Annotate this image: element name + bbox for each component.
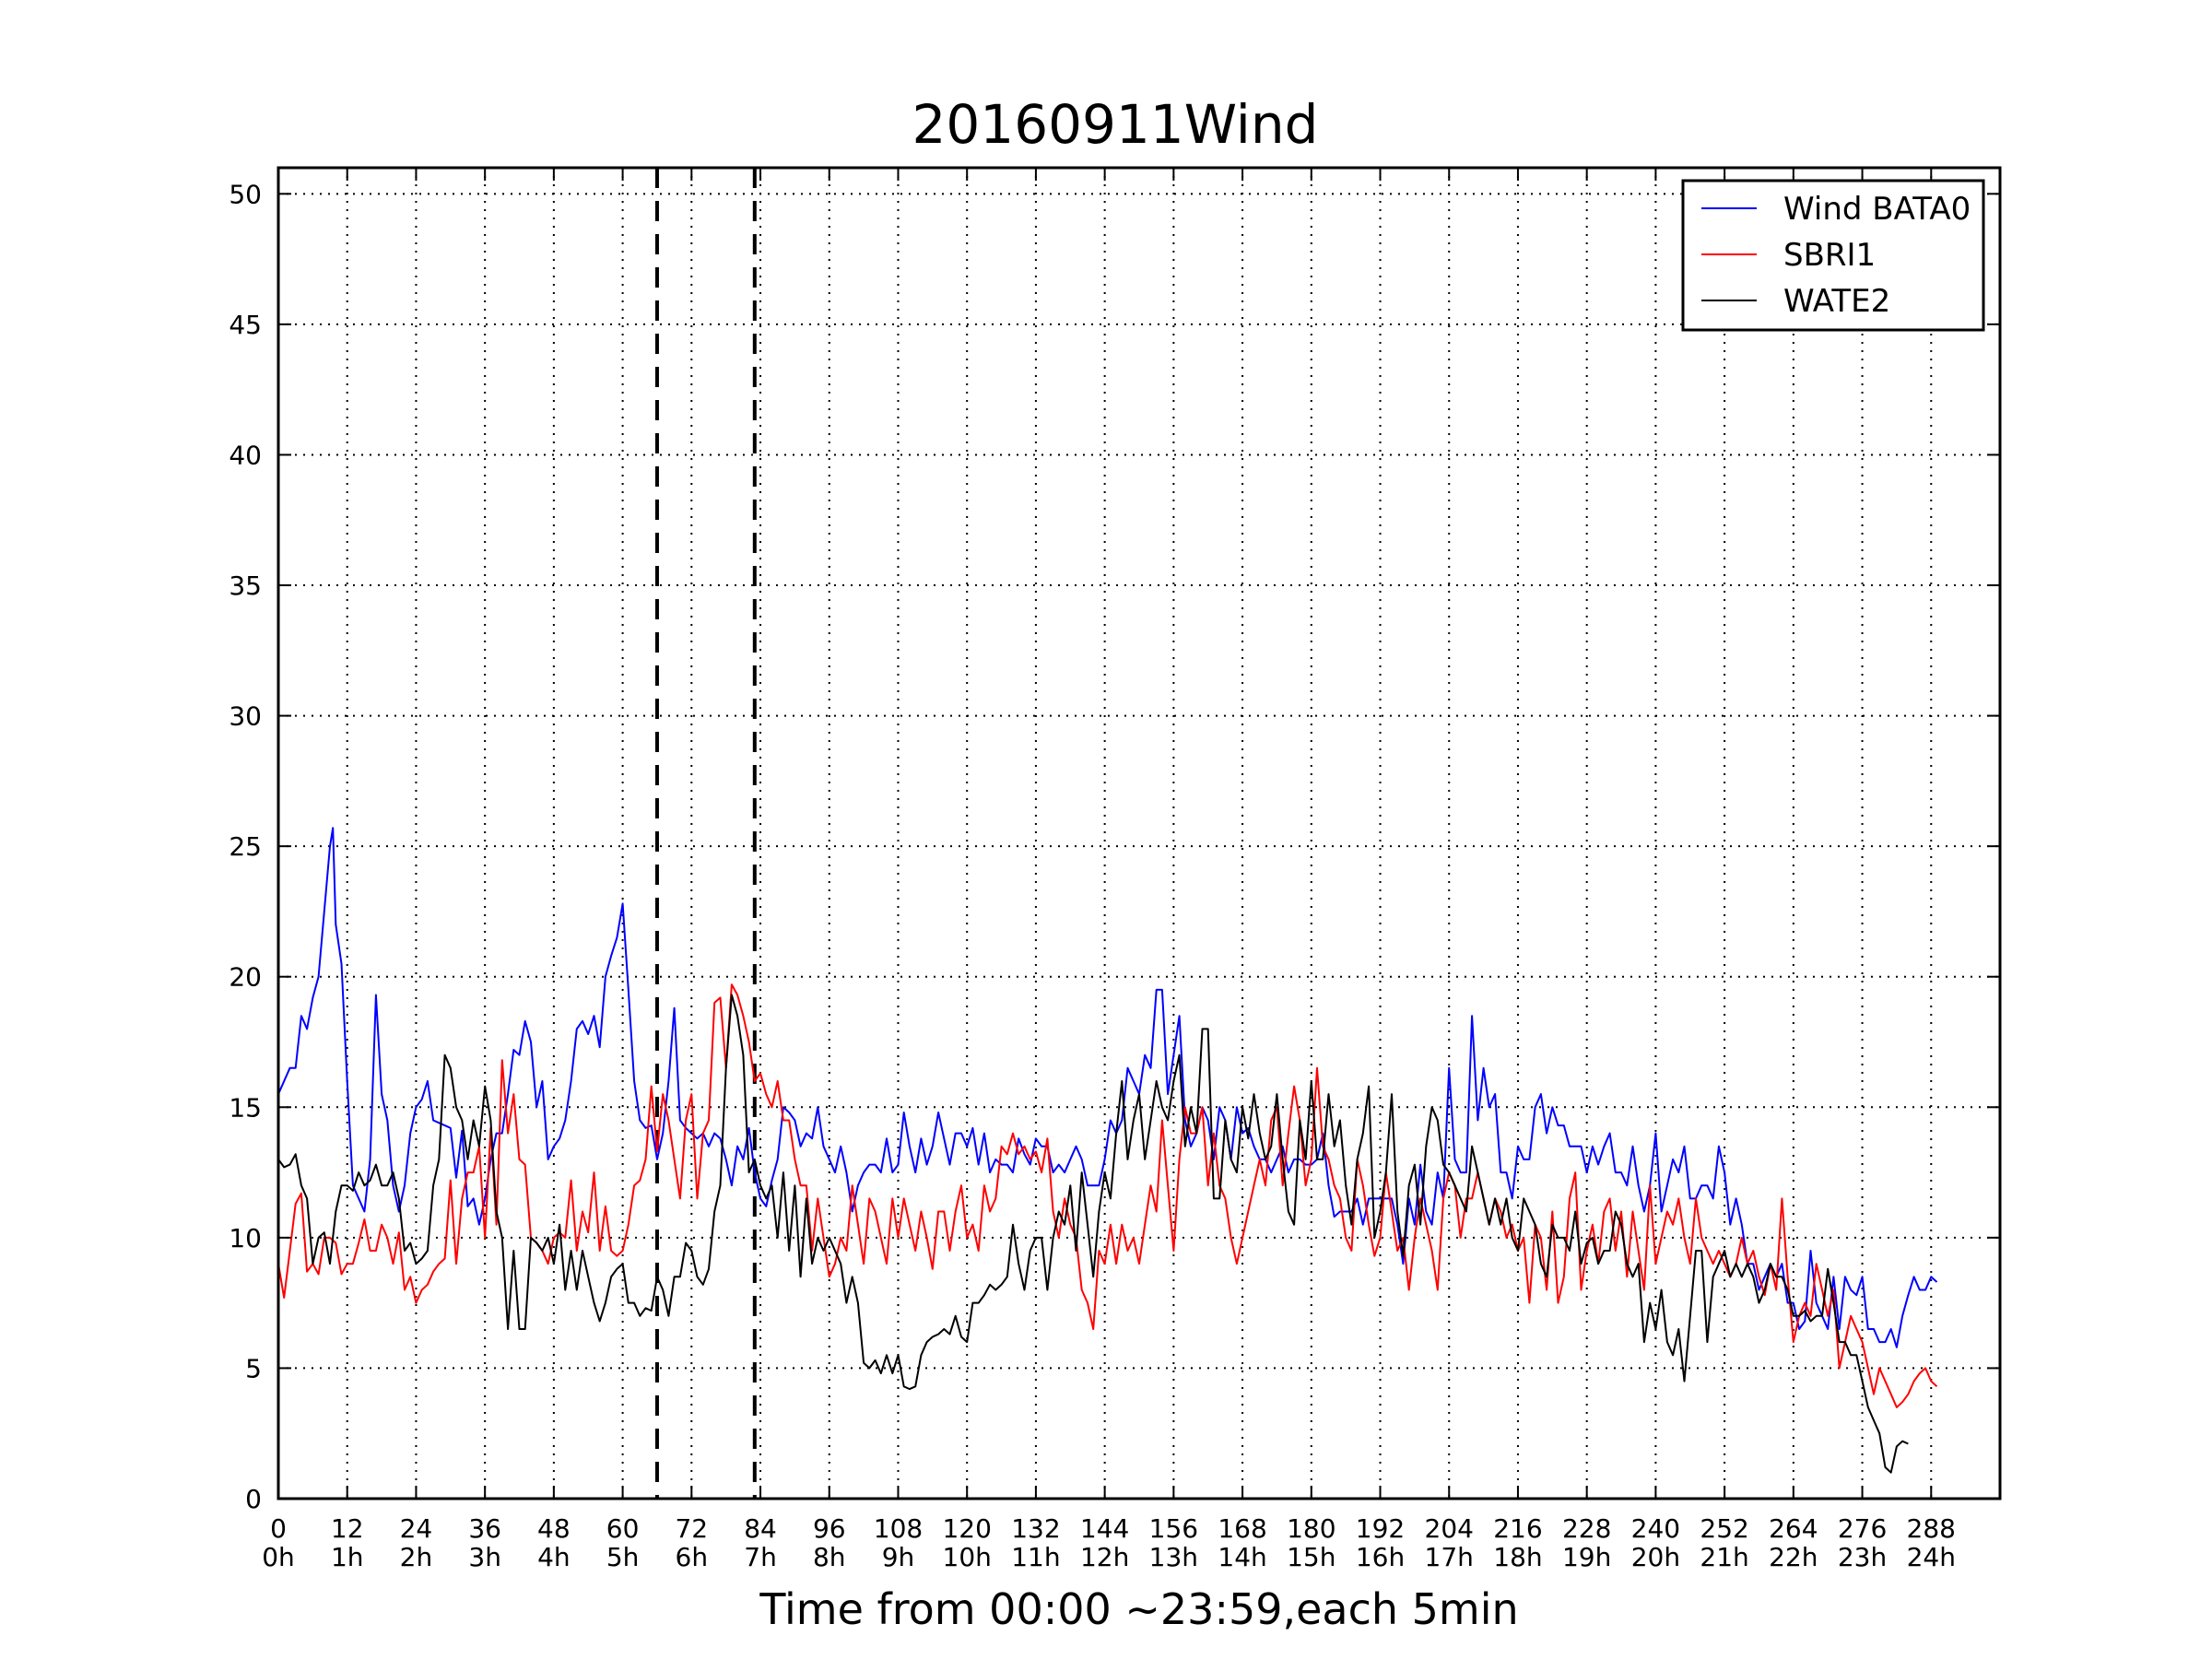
y-tick-label-10: 10 (229, 1223, 262, 1253)
y-tick-label-40: 40 (229, 440, 262, 470)
x-tick-label-156: 156 (1149, 1513, 1198, 1544)
y-tick-label-45: 45 (229, 310, 262, 340)
series-lines (278, 827, 1938, 1474)
x-tick-hour-label-96: 8h (813, 1542, 846, 1572)
x-tick-label-144: 144 (1080, 1513, 1129, 1544)
x-tick-label-204: 204 (1425, 1513, 1474, 1544)
legend-label-1: SBRI1 (1783, 237, 1876, 274)
x-tick-hour-label-192: 16h (1356, 1542, 1405, 1572)
plot-area-frame (276, 166, 2002, 1500)
y-tick-label-0: 0 (245, 1484, 262, 1514)
x-axis-label: Time from 00:00 ~23:59,each 5min (759, 1584, 1518, 1634)
legend-label-0: Wind BATA0 (1783, 191, 1971, 228)
x-tick-label-120: 120 (942, 1513, 991, 1544)
x-tick-label-216: 216 (1493, 1513, 1542, 1544)
series-line-0 (278, 827, 1938, 1348)
x-tick-label-288: 288 (1907, 1513, 1956, 1544)
y-tick-label-30: 30 (229, 701, 262, 732)
x-tick-hour-label-12: 1h (331, 1542, 364, 1572)
grid-lines (278, 168, 2000, 1499)
x-tick-label-240: 240 (1631, 1513, 1680, 1544)
x-tick-hour-label-228: 19h (1562, 1542, 1611, 1572)
x-tick-hour-label-36: 3h (468, 1542, 501, 1572)
x-tick-hour-label-288: 24h (1907, 1542, 1956, 1572)
x-tick-label-132: 132 (1011, 1513, 1060, 1544)
x-tick-label-276: 276 (1838, 1513, 1887, 1544)
x-tick-label-84: 84 (744, 1513, 777, 1544)
x-tick-hour-label-120: 10h (943, 1542, 992, 1572)
y-tick-label-5: 5 (245, 1353, 262, 1383)
x-tick-hour-label-24: 2h (400, 1542, 433, 1572)
x-tick-hour-label-156: 13h (1149, 1542, 1198, 1572)
x-tick-hour-label-180: 15h (1287, 1542, 1335, 1572)
x-tick-label-24: 24 (400, 1513, 433, 1544)
y-tick-label-15: 15 (229, 1092, 262, 1123)
y-tick-label-25: 25 (229, 831, 262, 862)
x-tick-hour-label-240: 20h (1631, 1542, 1680, 1572)
x-tick-hour-label-264: 22h (1769, 1542, 1818, 1572)
x-tick-hour-label-0: 0h (262, 1542, 295, 1572)
x-tick-label-228: 228 (1562, 1513, 1611, 1544)
x-tick-hour-label-72: 6h (676, 1542, 709, 1572)
x-tick-label-72: 72 (675, 1513, 708, 1544)
x-tick-hour-label-132: 11h (1011, 1542, 1060, 1572)
y-tick-label-35: 35 (229, 571, 262, 601)
x-tick-hour-label-276: 23h (1838, 1542, 1887, 1572)
chart-title: 20160911Wind (912, 93, 1319, 156)
x-tick-hour-label-168: 14h (1218, 1542, 1266, 1572)
x-tick-hour-label-252: 21h (1700, 1542, 1748, 1572)
legend-label-2: WATE2 (1783, 283, 1890, 320)
x-tick-hour-label-216: 18h (1493, 1542, 1542, 1572)
x-tick-label-60: 60 (606, 1513, 640, 1544)
x-tick-hour-label-204: 17h (1425, 1542, 1474, 1572)
x-tick-label-0: 0 (270, 1513, 287, 1544)
y-tick-label-50: 50 (229, 179, 262, 209)
x-tick-label-36: 36 (468, 1513, 501, 1544)
x-tick-label-48: 48 (537, 1513, 571, 1544)
x-tick-hour-label-84: 7h (744, 1542, 777, 1572)
x-tick-label-108: 108 (874, 1513, 923, 1544)
x-tick-label-168: 168 (1218, 1513, 1266, 1544)
y-tick-label-20: 20 (229, 962, 262, 993)
x-tick-hour-label-48: 4h (537, 1542, 571, 1572)
series-line-2 (278, 994, 1909, 1474)
x-tick-label-12: 12 (331, 1513, 364, 1544)
legend: Wind BATA0 SBRI1 WATE2 (1681, 179, 1985, 332)
x-tick-label-264: 264 (1769, 1513, 1818, 1544)
x-tick-hour-label-60: 5h (606, 1542, 640, 1572)
x-tick-label-180: 180 (1287, 1513, 1335, 1544)
x-tick-hour-label-144: 12h (1080, 1542, 1129, 1572)
x-tick-hour-label-108: 9h (882, 1542, 915, 1572)
series-line-1 (278, 983, 1938, 1408)
x-tick-label-252: 252 (1700, 1513, 1748, 1544)
x-tick-label-96: 96 (813, 1513, 846, 1544)
x-tick-label-192: 192 (1356, 1513, 1405, 1544)
